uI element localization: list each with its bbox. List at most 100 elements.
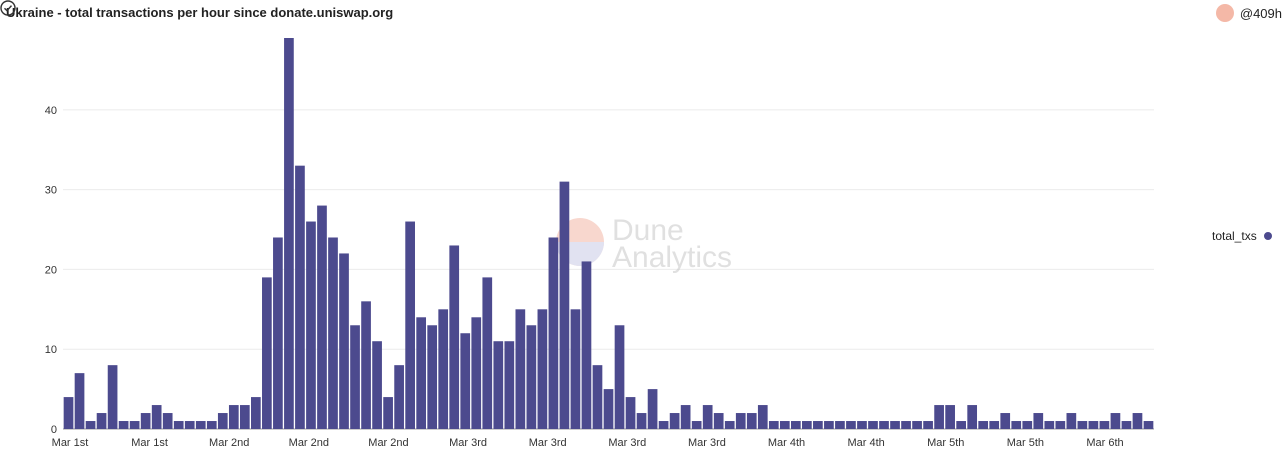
bar[interactable] xyxy=(735,413,746,429)
bar[interactable] xyxy=(262,277,272,429)
bar[interactable] xyxy=(63,397,74,429)
bar[interactable] xyxy=(228,405,239,429)
bar[interactable] xyxy=(140,413,151,429)
bar[interactable] xyxy=(570,309,581,429)
bar[interactable] xyxy=(1044,421,1055,429)
bar[interactable] xyxy=(537,309,548,429)
bar[interactable] xyxy=(295,165,305,430)
bar[interactable] xyxy=(1022,421,1033,429)
bar[interactable] xyxy=(912,421,922,429)
bar[interactable] xyxy=(702,405,713,429)
bar[interactable] xyxy=(372,341,382,429)
bar[interactable] xyxy=(757,405,768,429)
bar[interactable] xyxy=(603,389,614,429)
bar[interactable] xyxy=(317,205,327,429)
bar[interactable] xyxy=(945,405,955,429)
bar[interactable] xyxy=(184,421,195,429)
bar[interactable] xyxy=(890,421,900,429)
bar[interactable] xyxy=(1132,413,1143,429)
bar[interactable] xyxy=(592,365,603,429)
bar[interactable] xyxy=(802,421,812,429)
bar[interactable] xyxy=(273,237,283,429)
bar[interactable] xyxy=(239,405,250,429)
bar[interactable] xyxy=(934,405,944,429)
bar[interactable] xyxy=(647,389,658,429)
check-circle-icon[interactable] xyxy=(0,0,16,16)
bar[interactable] xyxy=(427,325,438,429)
bar[interactable] xyxy=(956,421,966,429)
bar[interactable] xyxy=(559,181,570,429)
bar[interactable] xyxy=(989,421,1000,429)
bar[interactable] xyxy=(251,397,261,429)
bar[interactable] xyxy=(669,413,680,429)
bar[interactable] xyxy=(813,421,823,429)
bar[interactable] xyxy=(1099,421,1110,429)
bar[interactable] xyxy=(173,421,184,429)
author-badge[interactable]: @409h xyxy=(1215,4,1282,22)
bar[interactable] xyxy=(625,397,636,429)
bar[interactable] xyxy=(383,397,393,429)
bar[interactable] xyxy=(967,405,978,429)
bar[interactable] xyxy=(1000,413,1011,429)
bar[interactable] xyxy=(658,421,669,429)
bar[interactable] xyxy=(350,325,360,429)
bar[interactable] xyxy=(1121,421,1132,429)
bar[interactable] xyxy=(482,277,493,429)
bar[interactable] xyxy=(162,413,173,429)
bar[interactable] xyxy=(1055,421,1066,429)
bar[interactable] xyxy=(846,421,856,429)
bar[interactable] xyxy=(449,245,460,429)
bar[interactable] xyxy=(85,421,96,429)
bar[interactable] xyxy=(96,413,107,429)
bar[interactable] xyxy=(680,405,691,429)
bar[interactable] xyxy=(151,405,162,429)
bar[interactable] xyxy=(405,221,415,429)
bar[interactable] xyxy=(118,421,129,429)
bar[interactable] xyxy=(790,421,801,429)
bar[interactable] xyxy=(768,421,779,429)
bar[interactable] xyxy=(1088,421,1099,429)
legend[interactable]: total_txs xyxy=(1212,229,1272,243)
bar[interactable] xyxy=(636,413,647,429)
bar[interactable] xyxy=(107,365,118,429)
bar[interactable] xyxy=(1110,413,1121,429)
bar[interactable] xyxy=(923,421,933,429)
bar[interactable] xyxy=(438,309,449,429)
bar[interactable] xyxy=(129,421,140,429)
bar[interactable] xyxy=(471,317,482,429)
bar[interactable] xyxy=(857,421,867,429)
bar[interactable] xyxy=(548,237,559,429)
bar[interactable] xyxy=(691,421,702,429)
bar[interactable] xyxy=(779,421,790,429)
bar[interactable] xyxy=(1143,421,1154,429)
bar[interactable] xyxy=(978,421,989,429)
bar[interactable] xyxy=(361,301,371,429)
bar[interactable] xyxy=(1066,413,1077,429)
bar[interactable] xyxy=(74,373,85,429)
bar[interactable] xyxy=(1011,421,1022,429)
bar[interactable] xyxy=(1033,413,1044,429)
bar[interactable] xyxy=(713,413,724,429)
bar[interactable] xyxy=(515,309,526,429)
bar[interactable] xyxy=(206,421,217,429)
bar[interactable] xyxy=(195,421,206,429)
bar[interactable] xyxy=(1077,421,1088,429)
bar[interactable] xyxy=(724,421,735,429)
bar[interactable] xyxy=(504,341,515,429)
bar[interactable] xyxy=(901,421,911,429)
bar[interactable] xyxy=(824,421,834,429)
bar[interactable] xyxy=(460,333,471,429)
bar[interactable] xyxy=(493,341,504,429)
bar[interactable] xyxy=(306,221,316,429)
bar[interactable] xyxy=(339,253,349,429)
bar[interactable] xyxy=(868,421,878,429)
bar[interactable] xyxy=(284,38,294,429)
bar[interactable] xyxy=(746,413,757,429)
bar[interactable] xyxy=(328,237,338,429)
bar[interactable] xyxy=(416,317,427,429)
bar[interactable] xyxy=(835,421,845,429)
bar[interactable] xyxy=(581,261,592,429)
bar[interactable] xyxy=(394,365,404,429)
bar[interactable] xyxy=(526,325,537,429)
bar[interactable] xyxy=(217,413,228,429)
